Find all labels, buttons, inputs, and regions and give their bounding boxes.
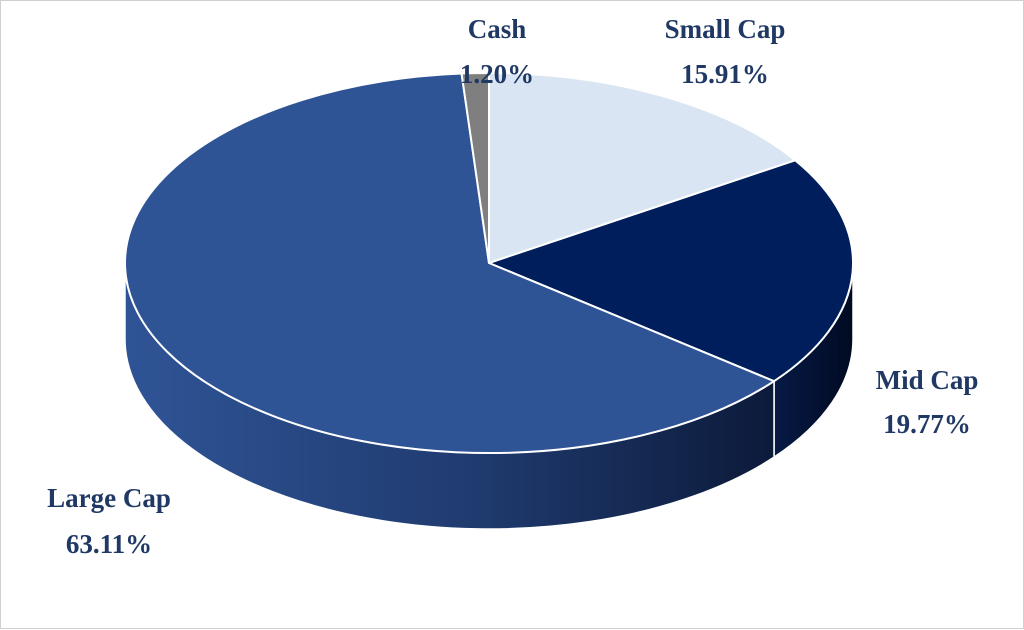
slice-label-large-cap-value: 63.11% (66, 529, 152, 559)
slice-label-small-cap-value: 15.91% (681, 59, 769, 89)
pie-slice-large-cap (124, 72, 776, 454)
slice-label-cash-name: Cash (468, 14, 527, 44)
slice-label-mid-cap-value: 19.77% (883, 409, 971, 439)
pie-slice-mid-cap (488, 159, 854, 383)
slice-label-mid-cap-name: Mid Cap (876, 365, 979, 395)
pie-slice-cash (460, 72, 490, 264)
pie-slice-small-cap (488, 72, 797, 264)
slice-label-large-cap-name: Large Cap (47, 483, 171, 513)
slice-label-cash-value: 1.20% (460, 59, 534, 89)
pie-label-layer: Small Cap 15.91% Mid Cap 19.77% Large Ca… (47, 14, 978, 559)
pie-top-layer (124, 72, 854, 454)
slice-label-small-cap-name: Small Cap (665, 14, 786, 44)
